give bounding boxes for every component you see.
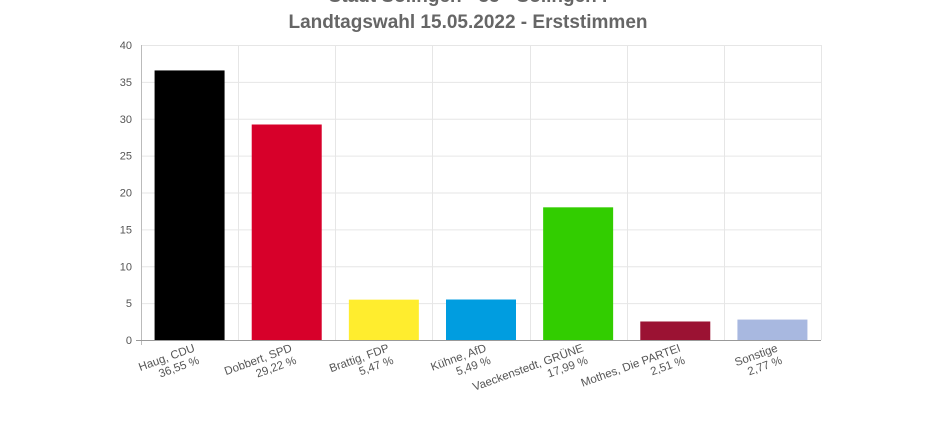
bar xyxy=(154,70,225,340)
x-tick-label-text: Sonstige2,77 % xyxy=(733,343,784,382)
y-tick-label: 15 xyxy=(120,224,132,236)
bar xyxy=(251,124,322,340)
y-tick-label: 40 xyxy=(120,40,132,52)
x-tick-label: Dobbert, SPD29,22 % xyxy=(223,343,298,391)
y-tick-label: 20 xyxy=(120,188,132,200)
chart-subtitle: Landtagswahl 15.05.2022 - Erststimmen xyxy=(288,12,648,33)
x-tick-label-text: Brattig, FDP5,47 % xyxy=(328,342,396,387)
x-tick-label: Brattig, FDP5,47 % xyxy=(328,342,396,387)
y-tick-label: 35 xyxy=(120,77,132,89)
x-tick-label: Haug, CDU36,55 % xyxy=(137,343,201,387)
x-tick-label: Vaeckenstedt, GRÜNE17,99 % xyxy=(471,342,590,406)
bar xyxy=(348,299,419,340)
bar xyxy=(446,299,516,340)
y-tick-label: 0 xyxy=(126,335,132,347)
y-tick-label: 30 xyxy=(120,114,132,126)
x-tick-label-text: Mothes, Die PARTEI2,51 % xyxy=(580,343,687,402)
chart-title: Stadt Solingen - 35 - Solingen I xyxy=(0,0,936,8)
y-tick-label: 25 xyxy=(120,151,132,163)
x-tick-label: Mothes, Die PARTEI2,51 % xyxy=(580,343,687,402)
y-tick-label: 10 xyxy=(120,261,132,273)
x-tick-label-text: Dobbert, SPD29,22 % xyxy=(223,343,298,391)
bar xyxy=(737,319,808,340)
bar xyxy=(640,321,711,340)
bar xyxy=(543,207,614,340)
y-tick-label: 5 xyxy=(126,298,132,310)
x-tick-label-text: Vaeckenstedt, GRÜNE17,99 % xyxy=(471,342,590,406)
x-tick-label: Sonstige2,77 % xyxy=(733,343,784,382)
x-tick-label-text: Haug, CDU36,55 % xyxy=(137,343,201,387)
